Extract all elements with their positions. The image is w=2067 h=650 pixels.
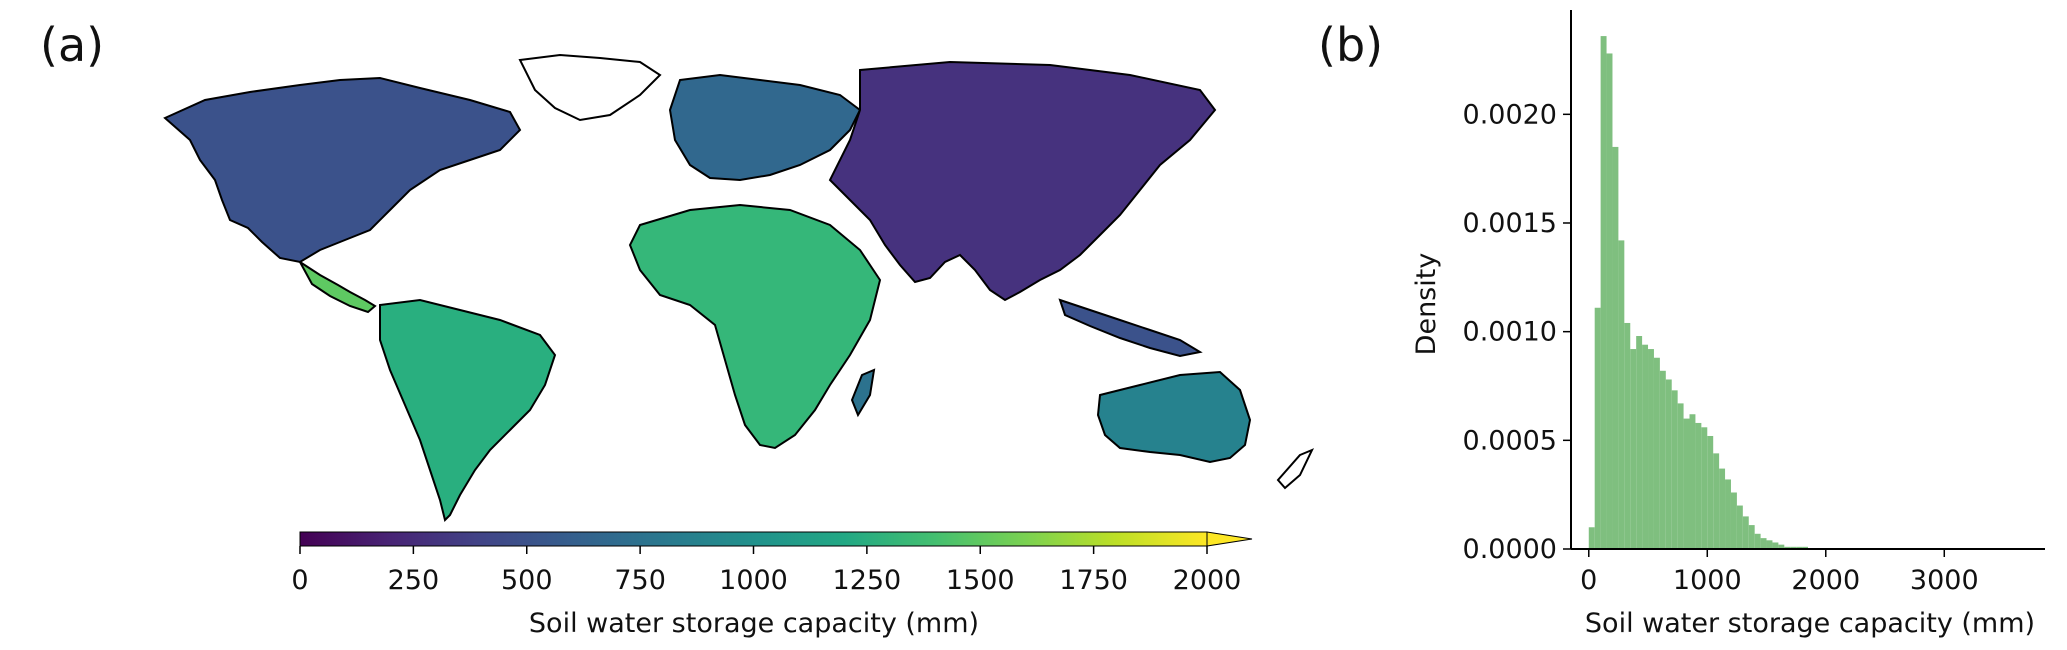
land-australia <box>1096 370 1252 464</box>
land-new-zealand <box>1276 448 1315 490</box>
histogram-bar <box>1630 349 1637 549</box>
histogram-bar <box>1618 240 1625 549</box>
histogram-bar <box>1677 403 1684 549</box>
y-tick-label: 0.0005 <box>1463 425 1557 456</box>
land-asia <box>828 60 1217 302</box>
x-tick-label: 3000 <box>1910 565 1979 596</box>
histogram-bar <box>1653 357 1660 549</box>
land-indonesia <box>1058 298 1203 358</box>
land-greenland <box>518 53 662 122</box>
histogram-bar <box>1588 527 1595 549</box>
colorbar-tick-label: 500 <box>501 565 553 596</box>
histogram-bar <box>1606 53 1613 549</box>
histogram-bars <box>1588 36 1808 550</box>
colorbar-ticks: 0 250 500 750 1000 1250 1500 1750 2000 <box>291 546 1241 596</box>
land-africa <box>628 203 882 450</box>
histogram-bar <box>1636 336 1643 549</box>
colorbar-tick-label: 750 <box>614 565 666 596</box>
colorbar-tick-label: 1500 <box>946 565 1015 596</box>
histogram-bar <box>1695 422 1702 549</box>
land-madagascar <box>850 368 876 418</box>
histogram-bar <box>1624 322 1631 549</box>
histogram-bar <box>1754 533 1761 549</box>
colorbar: 0 250 500 750 1000 1250 1500 1750 2000 Soil wate… <box>291 531 1253 639</box>
y-tick-label: 0.0020 <box>1463 99 1557 130</box>
panel-label-b: (b) <box>1318 18 1384 72</box>
histogram-bar <box>1760 538 1767 549</box>
histogram-bar <box>1659 370 1666 549</box>
histogram-bar <box>1648 349 1654 549</box>
colorbar-label: Soil water storage capacity (mm) <box>529 608 979 639</box>
land-europe <box>668 73 862 182</box>
histogram-bar <box>1725 479 1731 549</box>
histogram-bar <box>1642 344 1649 549</box>
x-ticks: 0 1000 2000 3000 <box>1580 549 1979 596</box>
histogram-bar <box>1612 146 1619 549</box>
y-tick-label: 0.0015 <box>1463 208 1557 239</box>
colorbar-tick-label: 1750 <box>1059 565 1128 596</box>
world-map <box>163 53 1315 522</box>
histogram-bar <box>1719 468 1726 549</box>
histogram-bar <box>1790 546 1797 549</box>
histogram-bar <box>1594 307 1601 549</box>
x-axis-label: Soil water storage capacity (mm) <box>1585 608 2035 639</box>
histogram-bar <box>1778 544 1785 549</box>
histogram-bar <box>1736 505 1743 549</box>
y-axis-label: Density <box>1411 253 1442 356</box>
panel-label-a: (a) <box>40 18 105 72</box>
histogram-bar <box>1802 546 1808 549</box>
x-tick-label: 0 <box>1580 565 1597 596</box>
colorbar-tick-label: 250 <box>388 565 440 596</box>
land-north-america <box>163 76 522 264</box>
histogram-bar <box>1600 36 1607 550</box>
y-tick-label: 0.0000 <box>1463 534 1557 565</box>
histogram-bar <box>1796 546 1803 549</box>
histogram-bar <box>1665 379 1672 549</box>
colorbar-tick-label: 0 <box>291 565 308 596</box>
land-south-america <box>379 298 557 522</box>
histogram-bar <box>1689 414 1696 549</box>
histogram-bar <box>1701 427 1708 549</box>
x-tick-label: 1000 <box>1673 565 1742 596</box>
y-tick-label: 0.0010 <box>1463 317 1557 348</box>
land-central-america <box>299 261 377 314</box>
histogram-bar <box>1772 542 1779 549</box>
x-tick-label: 2000 <box>1791 565 1860 596</box>
histogram-bar <box>1766 540 1773 549</box>
colorbar-extend-arrow <box>1206 531 1253 547</box>
histogram-bar <box>1707 435 1714 549</box>
colorbar-tick-label: 2000 <box>1173 565 1242 596</box>
histogram-bar <box>1671 390 1678 549</box>
histogram-bar <box>1748 525 1755 549</box>
histogram-bar <box>1713 453 1720 549</box>
colorbar-tick-label: 1000 <box>719 565 788 596</box>
colorbar-tick-label: 1250 <box>833 565 902 596</box>
histogram-bar <box>1730 492 1737 549</box>
histogram-bar <box>1784 546 1791 549</box>
histogram-bar <box>1683 418 1690 549</box>
y-ticks: 0.0000 0.0005 0.0010 0.0015 0.0020 <box>1463 99 1571 565</box>
histogram-bar <box>1742 516 1749 549</box>
